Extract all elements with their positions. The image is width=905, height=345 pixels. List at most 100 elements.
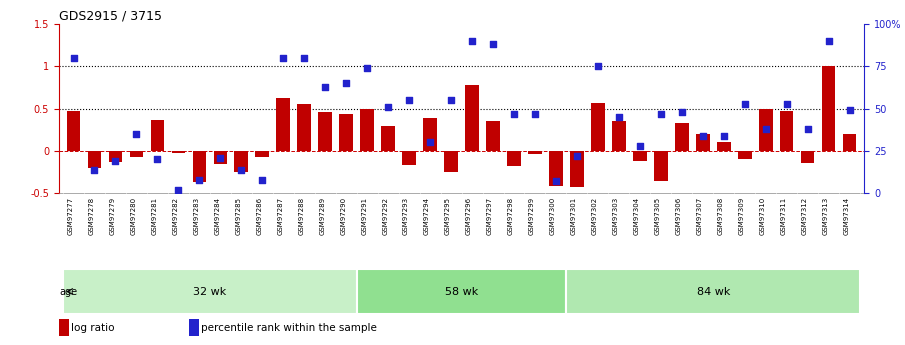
Text: GSM97281: GSM97281 (151, 197, 157, 235)
Bar (843, 134, 856, 151)
Point (109, 158, 123, 164)
Bar (129, 151, 143, 157)
Bar (276, 98, 291, 151)
Bar (549, 151, 563, 186)
Bar (172, 151, 186, 152)
Text: GSM97297: GSM97297 (487, 197, 493, 235)
Bar (696, 134, 710, 151)
Text: GSM97307: GSM97307 (697, 197, 703, 235)
Bar (63, 269, 357, 314)
Bar (675, 123, 689, 151)
Text: 32 wk: 32 wk (194, 287, 226, 296)
Point (465, 38, 480, 44)
Bar (357, 269, 567, 314)
Text: GSM97285: GSM97285 (235, 197, 242, 235)
Bar (88, 151, 101, 168)
Point (255, 177, 270, 183)
Text: GSM97278: GSM97278 (89, 197, 94, 235)
Bar (717, 142, 730, 151)
Text: age: age (59, 287, 77, 296)
Point (87, 167, 101, 172)
Bar (654, 151, 668, 180)
Point (717, 133, 731, 138)
Point (150, 157, 165, 162)
Text: GSM97282: GSM97282 (172, 197, 178, 235)
Text: GSM97288: GSM97288 (299, 197, 304, 235)
Text: GSM97309: GSM97309 (738, 197, 745, 235)
Text: GSM97283: GSM97283 (194, 197, 199, 235)
Text: GSM97277: GSM97277 (68, 197, 73, 235)
Text: GSM97284: GSM97284 (214, 197, 220, 235)
Text: GSM97296: GSM97296 (466, 197, 472, 235)
Bar (444, 151, 458, 172)
Text: 58 wk: 58 wk (445, 287, 478, 296)
Text: GSM97312: GSM97312 (802, 197, 807, 235)
Point (569, 153, 584, 159)
Text: GSM97308: GSM97308 (718, 197, 724, 235)
Bar (567, 269, 860, 314)
Text: GSM97311: GSM97311 (781, 197, 786, 235)
Point (528, 111, 542, 117)
Point (423, 140, 437, 145)
Text: GSM97289: GSM97289 (319, 197, 325, 235)
Bar (759, 109, 773, 151)
Text: percentile rank within the sample: percentile rank within the sample (201, 323, 376, 333)
Bar (381, 126, 395, 151)
Text: GSM97280: GSM97280 (130, 197, 137, 235)
Point (653, 111, 668, 117)
Bar (298, 104, 311, 151)
Point (276, 55, 291, 61)
Point (738, 101, 752, 106)
Bar (465, 85, 479, 151)
Text: GSM97295: GSM97295 (445, 197, 451, 235)
Point (381, 104, 395, 110)
Bar (570, 151, 584, 187)
Bar (339, 114, 353, 151)
Text: GSM97291: GSM97291 (361, 197, 367, 235)
Point (66, 55, 81, 61)
Bar (486, 120, 500, 151)
Text: GSM97293: GSM97293 (403, 197, 409, 235)
Point (800, 126, 814, 132)
Text: GSM97290: GSM97290 (340, 197, 347, 235)
Text: GSM97306: GSM97306 (676, 197, 681, 235)
Bar (822, 66, 835, 151)
Bar (612, 121, 625, 151)
Text: GSM97305: GSM97305 (655, 197, 661, 235)
Text: GSM97302: GSM97302 (592, 197, 598, 235)
Bar (193, 151, 206, 182)
Bar (188, 319, 199, 336)
Text: GSM97298: GSM97298 (508, 197, 514, 235)
Bar (801, 151, 814, 163)
Point (486, 42, 500, 47)
Text: GSM97314: GSM97314 (843, 197, 850, 235)
Point (758, 126, 773, 132)
Text: GSM97286: GSM97286 (256, 197, 262, 235)
Text: 84 wk: 84 wk (697, 287, 730, 296)
Point (234, 167, 249, 172)
Bar (780, 111, 794, 151)
Point (696, 133, 710, 138)
Text: GSM97292: GSM97292 (382, 197, 388, 235)
Point (339, 80, 354, 86)
Text: GDS2915 / 3715: GDS2915 / 3715 (59, 10, 162, 23)
Point (843, 108, 857, 113)
Text: GSM97287: GSM97287 (277, 197, 283, 235)
Point (129, 131, 144, 137)
Text: GSM97300: GSM97300 (550, 197, 556, 235)
Point (297, 55, 311, 61)
Point (213, 155, 227, 160)
Point (360, 65, 375, 71)
Text: GSM97294: GSM97294 (424, 197, 430, 235)
Point (633, 143, 647, 149)
Bar (403, 151, 416, 165)
Bar (424, 118, 437, 151)
Bar (234, 151, 248, 172)
Bar (59, 319, 69, 336)
Point (591, 63, 605, 69)
Bar (591, 103, 605, 151)
Text: GSM97301: GSM97301 (571, 197, 576, 235)
Bar (150, 120, 164, 151)
Point (779, 101, 794, 106)
Point (822, 38, 836, 44)
